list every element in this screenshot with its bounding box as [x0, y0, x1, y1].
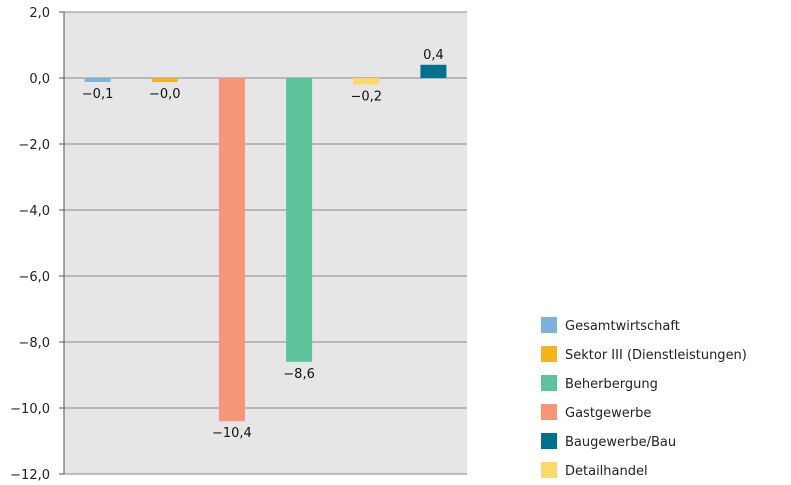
data-label: −10,4	[212, 426, 252, 441]
bar-detailhandel	[353, 78, 380, 85]
bar-sektor-iii-dienstleistungen	[151, 78, 178, 82]
y-axis-ticks: 2,0 0,0 −2,0 −4,0 −6,0 −8,0 −10,0 −12,0	[10, 6, 64, 483]
data-label: −0,2	[350, 90, 382, 105]
legend-label: Beherbergung	[565, 377, 658, 392]
y-tick-label: −8,0	[18, 336, 50, 351]
y-tick-label: −12,0	[10, 468, 50, 483]
data-label: −0,0	[149, 87, 181, 102]
legend-swatch	[541, 433, 557, 449]
data-label: 0,4	[423, 48, 444, 63]
legend-swatch	[541, 462, 557, 478]
y-tick-label: −10,0	[10, 402, 50, 417]
legend-label: Detailhandel	[565, 464, 648, 479]
legend-label: Sektor III (Dienstleistungen)	[565, 348, 747, 363]
bar-baugewerbe-bau	[420, 64, 447, 78]
data-label: −0,1	[82, 87, 114, 102]
bar-beherbergung	[286, 78, 313, 362]
legend-swatch	[541, 317, 557, 333]
y-tick-label: −2,0	[18, 138, 50, 153]
plot-background	[64, 12, 467, 474]
data-labels: −0,1 −0,0 −10,4 −8,6 −0,2 0,4	[82, 48, 444, 441]
y-tick-label: −6,0	[18, 270, 50, 285]
legend-swatch	[541, 346, 557, 362]
data-label: −8,6	[283, 367, 315, 382]
bar-gastgewerbe	[218, 78, 245, 422]
y-tick-label: 2,0	[29, 6, 50, 21]
legend-swatch	[541, 375, 557, 391]
legend-label: Gastgewerbe	[565, 406, 651, 421]
bars	[84, 64, 447, 422]
legend-label: Baugewerbe/Bau	[565, 435, 676, 450]
y-tick-label: 0,0	[29, 72, 50, 87]
legend: Gesamtwirtschaft Sektor III (Dienstleistu…	[541, 317, 747, 479]
legend-swatch	[541, 404, 557, 420]
y-tick-label: −4,0	[18, 204, 50, 219]
legend-label: Gesamtwirtschaft	[565, 319, 680, 334]
gridlines	[64, 11, 467, 475]
bar-gesamtwirtschaft	[84, 78, 111, 82]
